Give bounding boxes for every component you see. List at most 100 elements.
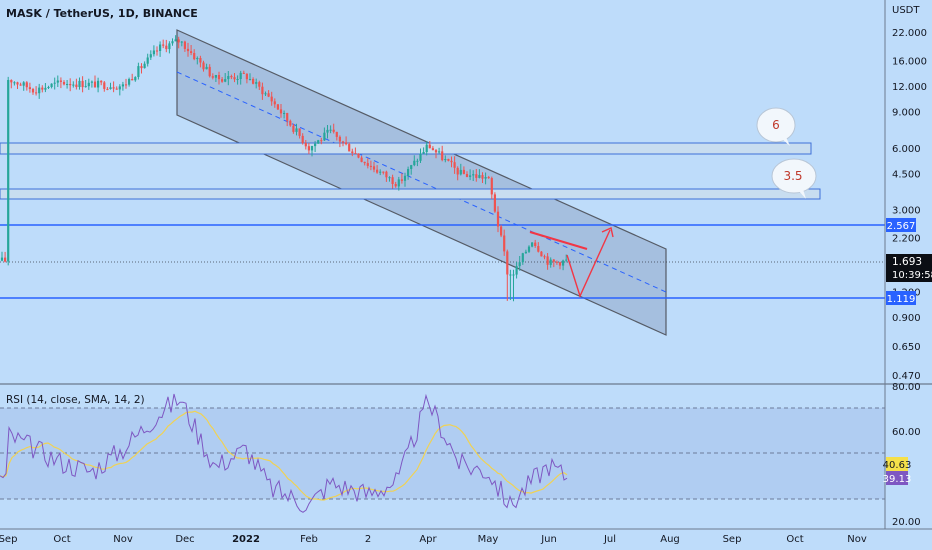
price-tick-label: 12.000 bbox=[892, 82, 927, 93]
candle-body bbox=[270, 96, 273, 102]
candle-body bbox=[50, 83, 53, 87]
candle-body bbox=[304, 143, 307, 147]
candle-body bbox=[562, 260, 565, 266]
resistance-zone-6[interactable] bbox=[0, 142, 812, 155]
symbol-title[interactable]: MASK / TetherUS, 1D, BINANCE bbox=[6, 7, 198, 20]
candle-body bbox=[425, 144, 428, 152]
candle-body bbox=[31, 89, 35, 93]
candle-body bbox=[264, 93, 267, 95]
candle-body bbox=[162, 44, 165, 46]
candle-body bbox=[546, 256, 549, 265]
candle-body bbox=[137, 66, 140, 77]
rsi-title[interactable]: RSI (14, close, SMA, 14, 2) bbox=[6, 394, 145, 406]
level-tag-2.567: 2.567 bbox=[886, 218, 916, 232]
time-tick-label: Sep bbox=[0, 534, 17, 545]
candle-body bbox=[159, 44, 162, 51]
candle-body bbox=[450, 160, 453, 163]
price-tick-label: 4.500 bbox=[892, 170, 921, 181]
candle-body bbox=[441, 151, 444, 161]
candle-body bbox=[555, 261, 558, 263]
bar-countdown: 10:39:58 bbox=[892, 270, 932, 281]
candle-body bbox=[332, 129, 335, 132]
candle-body bbox=[475, 174, 478, 178]
svg-text:1.119: 1.119 bbox=[887, 294, 916, 305]
candle-body bbox=[180, 41, 183, 43]
candle-body bbox=[7, 80, 10, 262]
candle-body bbox=[233, 77, 236, 80]
candle-body bbox=[10, 80, 13, 83]
candle-body bbox=[521, 253, 524, 263]
candle-body bbox=[438, 151, 441, 153]
candle-body bbox=[208, 66, 211, 77]
candle-body bbox=[472, 174, 475, 176]
descending-channel[interactable] bbox=[176, 29, 667, 336]
resistance-zone-3.5[interactable] bbox=[0, 188, 821, 200]
candle-body bbox=[314, 143, 317, 147]
rsi-tick-label: 80.00 bbox=[892, 382, 921, 393]
callout-6[interactable]: 6 bbox=[756, 107, 796, 146]
wedge-upper-line[interactable] bbox=[529, 230, 588, 251]
candle-body bbox=[487, 177, 490, 179]
candle-body bbox=[357, 153, 360, 158]
candle-body bbox=[90, 81, 93, 83]
candle-body bbox=[227, 76, 230, 80]
time-tick-label: Nov bbox=[847, 534, 867, 545]
candle-body bbox=[106, 88, 109, 90]
candle-body bbox=[146, 57, 149, 64]
candle-body bbox=[518, 262, 521, 267]
price-tick-label: 6.000 bbox=[892, 144, 921, 155]
candle-body bbox=[22, 82, 25, 86]
candle-body bbox=[87, 82, 90, 87]
candle-body bbox=[72, 84, 75, 86]
price-tick-label: 0.470 bbox=[892, 371, 921, 382]
time-tick-label: Feb bbox=[300, 534, 318, 545]
candle-body bbox=[484, 177, 487, 179]
candle-body bbox=[35, 92, 38, 94]
candle-body bbox=[388, 177, 391, 179]
candle-body bbox=[239, 72, 242, 79]
candle-body bbox=[248, 79, 252, 80]
time-tick-label: Nov bbox=[113, 534, 133, 545]
candle-body bbox=[372, 166, 376, 170]
candle-body bbox=[16, 82, 19, 85]
candle-body bbox=[255, 82, 258, 84]
candle-body bbox=[534, 242, 537, 246]
rsi-sma-line bbox=[0, 410, 568, 501]
candle-body bbox=[217, 75, 221, 80]
candle-body bbox=[143, 63, 146, 69]
time-tick-label: May bbox=[478, 534, 499, 545]
candle-body bbox=[307, 146, 310, 151]
candle-body bbox=[286, 113, 289, 121]
candle-body bbox=[416, 160, 419, 162]
candle-body bbox=[301, 135, 304, 143]
candle-body bbox=[320, 140, 323, 142]
candle-body bbox=[379, 171, 382, 173]
candle-body bbox=[252, 79, 255, 84]
svg-text:39.13: 39.13 bbox=[883, 474, 912, 485]
candle-body bbox=[75, 84, 78, 87]
candle-body bbox=[503, 235, 506, 252]
candle-body bbox=[543, 256, 546, 258]
candle-body bbox=[128, 79, 131, 85]
candle-body bbox=[28, 87, 31, 89]
time-tick-label: Jun bbox=[540, 534, 557, 545]
candle-body bbox=[62, 82, 66, 85]
projection-path[interactable] bbox=[566, 229, 611, 298]
last-price-tag: 1.693 10:39:58 bbox=[886, 254, 932, 282]
price-axis[interactable]: 22.000 16.000 12.000 9.000 6.000 4.500 3.000 2.… bbox=[892, 28, 927, 382]
candle-body bbox=[512, 274, 515, 276]
time-axis[interactable]: Sep Oct Nov Dec 2022 Feb 2 Apr May Jun Jul Aug Sep Oc… bbox=[0, 534, 867, 545]
time-tick-label: 2022 bbox=[232, 534, 260, 545]
candle-body bbox=[56, 80, 59, 83]
candle-body bbox=[242, 72, 245, 74]
callout-3.5[interactable]: 3.5 bbox=[771, 158, 817, 199]
price-tick-label: 2.200 bbox=[892, 233, 921, 244]
candle-body bbox=[273, 101, 276, 105]
candle-body bbox=[351, 151, 354, 154]
rsi-axis[interactable]: 80.00 60.00 20.00 bbox=[892, 382, 921, 528]
svg-text:2.567: 2.567 bbox=[887, 221, 916, 232]
candle-body bbox=[236, 79, 239, 80]
candle-body bbox=[410, 165, 413, 169]
time-tick-label: Apr bbox=[419, 534, 437, 545]
